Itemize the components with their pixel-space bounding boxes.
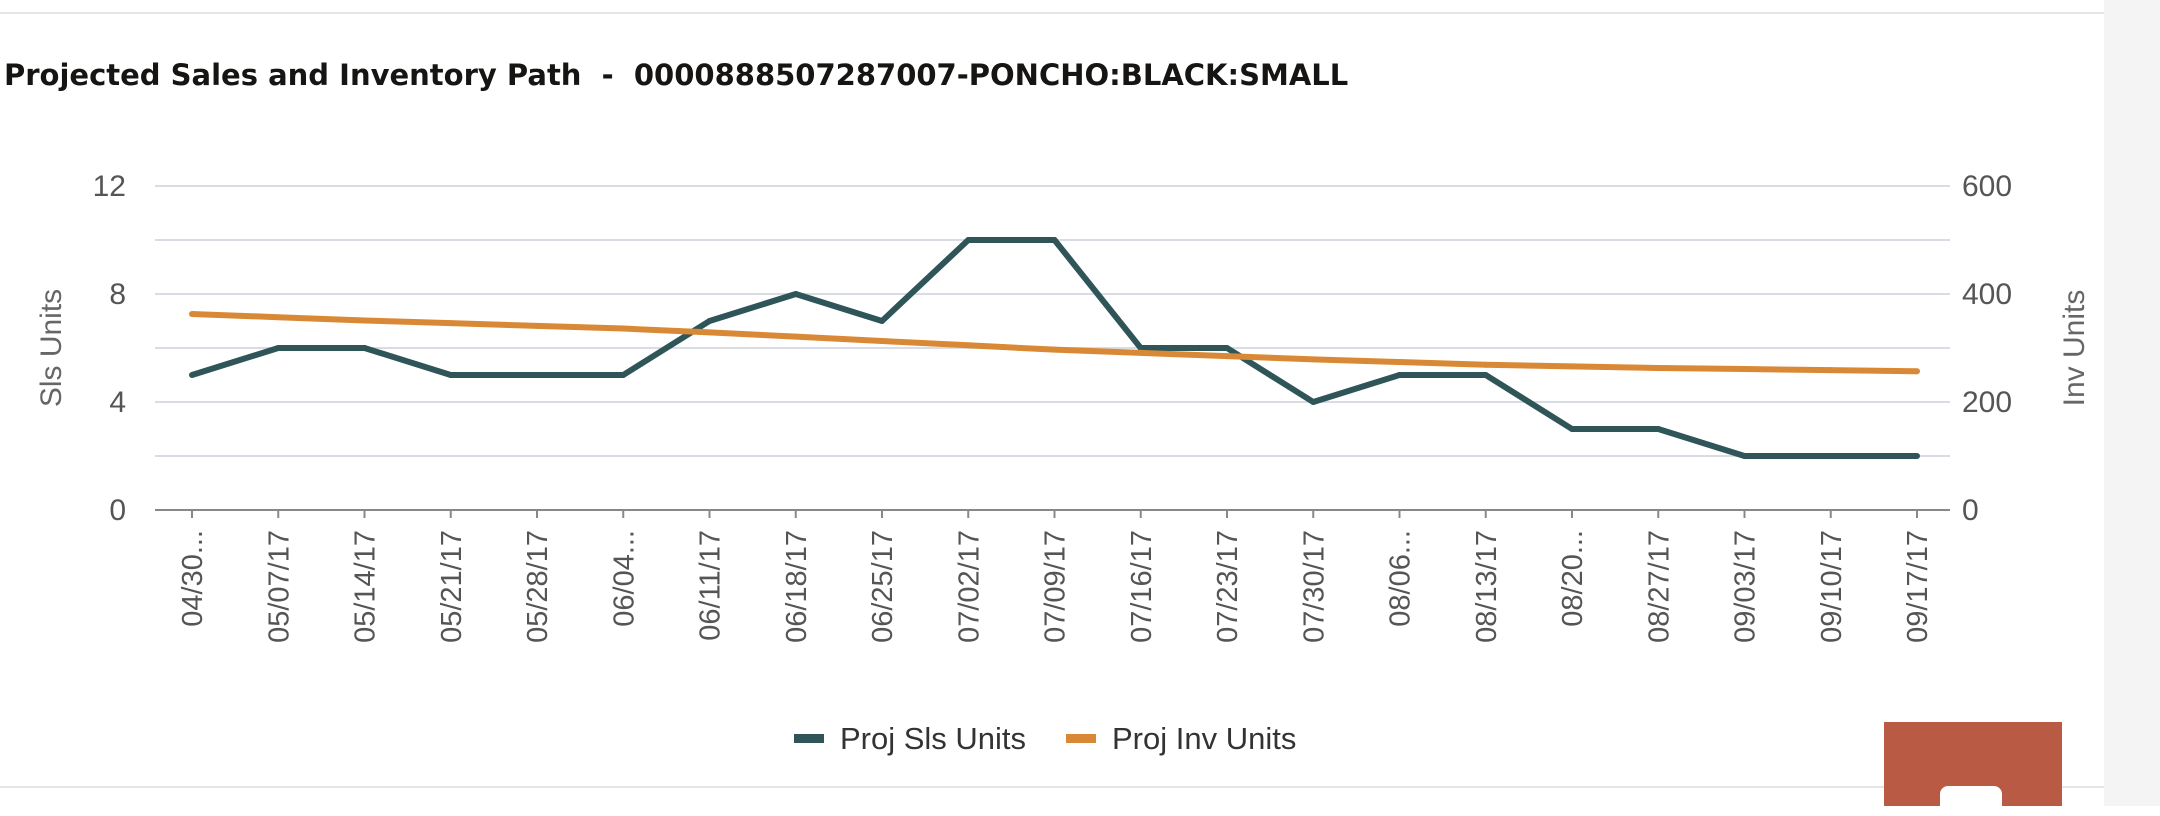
data-point xyxy=(1741,366,1748,373)
legend-label: Proj Sls Units xyxy=(840,721,1026,756)
x-tick-label: 06/11/17 xyxy=(695,530,727,641)
data-point xyxy=(1051,346,1058,353)
scrollbar-strip xyxy=(2104,0,2160,806)
data-point xyxy=(361,345,368,351)
data-point xyxy=(879,318,885,324)
x-tick-label: 05/21/17 xyxy=(436,530,468,643)
data-point xyxy=(792,291,799,297)
x-tick-label: 07/02/17 xyxy=(953,530,985,643)
y-right-tick-label: 0 xyxy=(1962,494,1979,527)
x-tick-label: 05/28/17 xyxy=(522,530,554,643)
data-point xyxy=(1482,372,1489,378)
data-point xyxy=(1310,399,1317,405)
x-tick-label: 05/07/17 xyxy=(263,530,295,643)
legend-label: Proj Inv Units xyxy=(1112,721,1296,756)
axes xyxy=(155,509,1950,518)
data-point xyxy=(620,372,627,378)
data-point xyxy=(1827,367,1834,374)
data-point xyxy=(965,237,972,243)
data-point xyxy=(275,345,282,351)
data-point xyxy=(792,333,799,340)
data-point xyxy=(1569,363,1575,370)
x-tick-label: 07/23/17 xyxy=(1212,530,1244,643)
data-point xyxy=(189,310,195,317)
y-left-axis-title: Sls Units xyxy=(35,289,68,407)
data-point xyxy=(879,337,885,344)
data-point xyxy=(1137,349,1144,356)
y-right-tick-label: 200 xyxy=(1962,386,2012,419)
bottom-divider xyxy=(0,786,2104,788)
data-point xyxy=(361,317,368,324)
data-point xyxy=(275,314,282,321)
data-point xyxy=(189,372,195,378)
x-tick-label: 06/25/17 xyxy=(867,530,899,643)
data-point xyxy=(1224,353,1230,360)
x-tick-label: 05/14/17 xyxy=(350,530,382,643)
data-point xyxy=(620,325,627,332)
legend[interactable]: Proj Sls Units Proj Inv Units xyxy=(794,721,1296,756)
data-point xyxy=(447,320,454,327)
data-point xyxy=(1482,361,1489,368)
x-tick-label: 08/13/17 xyxy=(1471,530,1503,643)
x-tick-label: 08/06... xyxy=(1385,530,1417,627)
data-point xyxy=(1396,359,1403,366)
data-point xyxy=(1224,345,1230,351)
data-point xyxy=(534,372,540,378)
x-tick-label: 09/03/17 xyxy=(1730,530,1762,643)
x-tick-label: 07/16/17 xyxy=(1126,530,1158,643)
y-left-tick-label: 4 xyxy=(109,386,126,419)
data-point xyxy=(1914,453,1920,459)
x-tick-label: 08/20... xyxy=(1557,530,1589,627)
data-point xyxy=(1655,426,1662,432)
x-tick-label: 09/10/17 xyxy=(1816,530,1848,643)
x-tick-label: 04/30... xyxy=(177,530,209,627)
x-tick-label: 07/30/17 xyxy=(1298,530,1330,643)
x-tick-label: 06/18/17 xyxy=(781,530,813,643)
line-chart: 0 4 8 12 0 200 400 600 Sls Units Inv Units 04/30..… xyxy=(35,170,2091,756)
data-point xyxy=(1655,364,1662,371)
ellipsis-icon xyxy=(1940,786,2002,816)
data-point xyxy=(1741,453,1748,459)
y-right-axis-title: Inv Units xyxy=(2058,290,2091,407)
tick-labels: 0 4 8 12 0 200 400 600 Sls Units Inv Units 04/30..… xyxy=(35,170,2091,643)
top-divider xyxy=(0,12,2104,14)
x-tick-label: 07/09/17 xyxy=(1040,530,1072,643)
legend-swatch xyxy=(794,734,824,743)
data-point xyxy=(1396,372,1403,378)
data-point xyxy=(1914,368,1920,375)
y-right-tick-label: 600 xyxy=(1962,170,2012,203)
legend-swatch xyxy=(1066,734,1096,743)
x-tick-label: 06/04... xyxy=(608,530,640,627)
series-lines xyxy=(189,237,1920,459)
y-left-tick-label: 8 xyxy=(109,278,126,311)
y-left-tick-label: 12 xyxy=(93,170,126,203)
data-point xyxy=(1827,453,1834,459)
data-point xyxy=(1051,237,1058,243)
data-point xyxy=(447,372,454,378)
data-point xyxy=(1310,356,1317,363)
data-point xyxy=(1137,345,1144,351)
x-tick-label: 09/17/17 xyxy=(1902,530,1934,643)
chart-title: Projected Sales and Inventory Path - 000… xyxy=(4,58,1349,92)
chart-actions-button[interactable] xyxy=(1884,722,2062,816)
data-point xyxy=(1569,426,1575,432)
data-point xyxy=(706,329,713,336)
x-tick-label: 08/27/17 xyxy=(1643,530,1675,643)
y-left-tick-label: 0 xyxy=(109,494,126,527)
y-right-tick-label: 400 xyxy=(1962,278,2012,311)
data-point xyxy=(534,322,540,329)
data-point xyxy=(706,318,713,324)
data-point xyxy=(965,342,972,349)
